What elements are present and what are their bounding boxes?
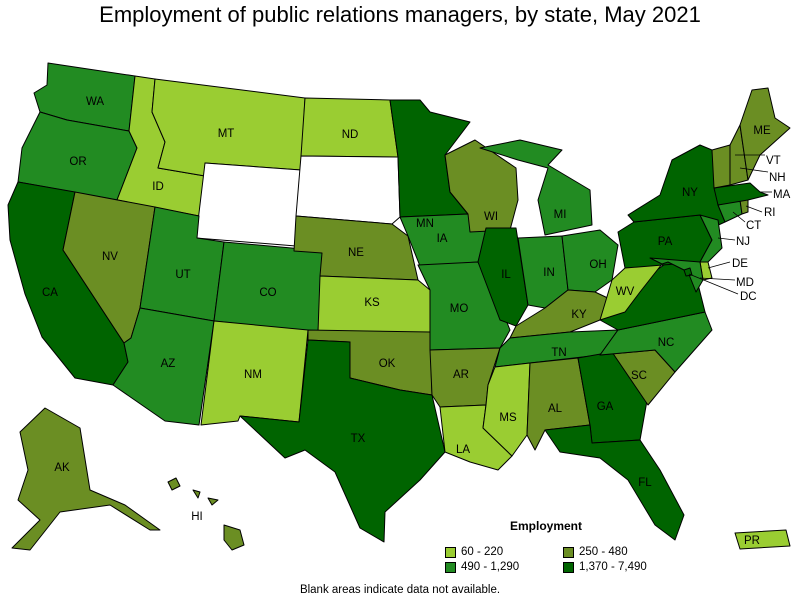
label-DC: DC bbox=[740, 291, 757, 303]
map-title: Employment of public relations managers,… bbox=[99, 2, 701, 27]
legend-item-4: 1,370 - 7,490 bbox=[563, 561, 647, 573]
label-MA: MA bbox=[773, 189, 791, 201]
state-TX[interactable] bbox=[239, 339, 446, 543]
label-HI: HI bbox=[191, 511, 203, 523]
label-AR: AR bbox=[453, 369, 469, 381]
label-AL: AL bbox=[548, 403, 563, 415]
label-MD: MD bbox=[736, 277, 754, 289]
label-UT: UT bbox=[175, 269, 190, 281]
legend-swatch bbox=[445, 561, 456, 573]
state-AK[interactable] bbox=[11, 407, 161, 551]
label-WV: WV bbox=[616, 286, 635, 298]
label-DE: DE bbox=[732, 258, 748, 270]
label-MI: MI bbox=[554, 209, 567, 221]
label-AZ: AZ bbox=[161, 358, 176, 370]
label-IN: IN bbox=[543, 267, 555, 279]
state-SD[interactable] bbox=[295, 155, 401, 225]
label-NY: NY bbox=[682, 187, 698, 199]
legend-item-3: 490 - 1,290 bbox=[445, 561, 519, 573]
state-NY[interactable] bbox=[627, 144, 726, 229]
label-CT: CT bbox=[746, 220, 761, 232]
label-WA: WA bbox=[86, 96, 104, 108]
label-ND: ND bbox=[342, 129, 359, 141]
label-ID: ID bbox=[152, 181, 164, 193]
label-ME: ME bbox=[753, 125, 771, 137]
label-PR: PR bbox=[744, 535, 760, 547]
state-MI[interactable] bbox=[479, 139, 593, 236]
label-RI: RI bbox=[764, 207, 776, 219]
state-VT[interactable] bbox=[711, 144, 731, 189]
label-TN: TN bbox=[551, 347, 566, 359]
footnote: Blank areas indicate data not available. bbox=[299, 584, 501, 596]
state-MD[interactable] bbox=[649, 257, 704, 293]
label-PA: PA bbox=[658, 236, 673, 248]
label-IL: IL bbox=[501, 269, 511, 281]
label-VT: VT bbox=[766, 155, 781, 167]
legend-label: 60 - 220 bbox=[461, 546, 504, 558]
label-CA: CA bbox=[42, 287, 58, 299]
label-WI: WI bbox=[484, 211, 498, 223]
label-SC: SC bbox=[631, 370, 647, 382]
state-ME[interactable] bbox=[739, 87, 791, 181]
state-MA[interactable] bbox=[713, 182, 769, 206]
state-WY[interactable] bbox=[195, 162, 302, 247]
legend-swatch bbox=[445, 546, 456, 558]
label-NC: NC bbox=[658, 337, 675, 349]
label-FL: FL bbox=[638, 477, 652, 489]
label-IA: IA bbox=[437, 233, 448, 245]
legend-label: 490 - 1,290 bbox=[461, 561, 520, 573]
label-NJ: NJ bbox=[736, 236, 750, 248]
legend-swatch bbox=[563, 561, 574, 573]
legend-label: 250 - 480 bbox=[579, 546, 628, 558]
label-KY: KY bbox=[571, 309, 587, 321]
label-NH: NH bbox=[769, 172, 786, 184]
label-GA: GA bbox=[597, 401, 614, 413]
state-PR[interactable] bbox=[734, 529, 791, 550]
label-AK: AK bbox=[54, 462, 70, 474]
label-NM: NM bbox=[244, 369, 262, 381]
state-FL[interactable] bbox=[544, 424, 685, 541]
legend-label: 1,370 - 7,490 bbox=[579, 561, 647, 573]
state-AZ[interactable] bbox=[112, 307, 215, 426]
label-MS: MS bbox=[499, 412, 517, 424]
state-RI[interactable] bbox=[739, 199, 749, 215]
label-KS: KS bbox=[364, 297, 380, 309]
label-MT: MT bbox=[218, 128, 235, 140]
label-MN: MN bbox=[416, 218, 434, 230]
label-MO: MO bbox=[450, 303, 469, 315]
label-TX: TX bbox=[351, 433, 366, 445]
legend-title: Employment bbox=[510, 519, 583, 533]
state-HI[interactable] bbox=[167, 477, 245, 551]
label-OK: OK bbox=[379, 358, 396, 370]
legend-item-2: 250 - 480 bbox=[563, 546, 628, 558]
label-NE: NE bbox=[348, 247, 364, 259]
label-CO: CO bbox=[259, 287, 276, 299]
label-OH: OH bbox=[589, 259, 606, 271]
legend-item-1: 60 - 220 bbox=[445, 546, 503, 558]
state-ND[interactable] bbox=[300, 97, 399, 158]
label-OR: OR bbox=[69, 156, 86, 168]
label-LA: LA bbox=[456, 444, 470, 456]
legend-swatch bbox=[563, 546, 574, 558]
label-NV: NV bbox=[102, 251, 118, 263]
